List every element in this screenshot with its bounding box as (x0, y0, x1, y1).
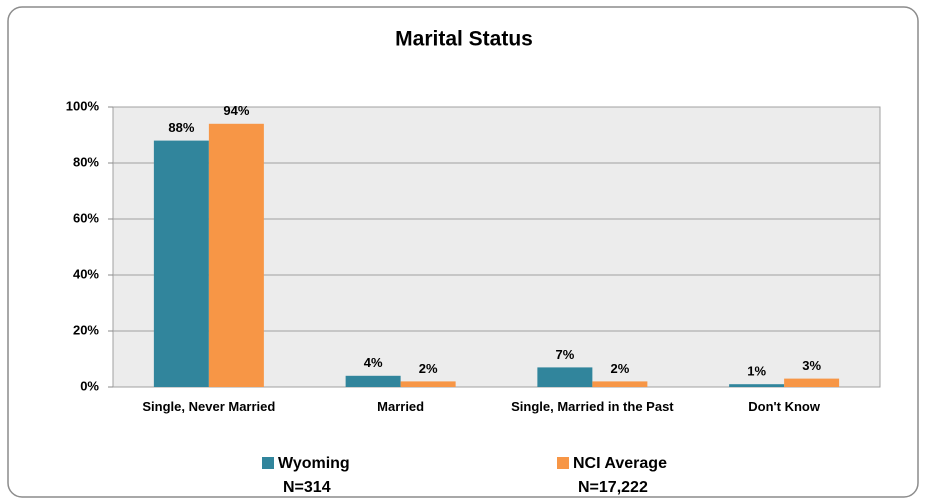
bar (400, 381, 456, 387)
bar (208, 123, 264, 388)
data-label: 2% (610, 361, 629, 376)
bar (153, 140, 209, 387)
y-tick-label: 40% (73, 266, 99, 281)
x-tick-label: Single, Married in the Past (511, 399, 674, 414)
y-tick-label: 0% (80, 378, 99, 393)
bar (592, 381, 648, 387)
x-tick-label: Married (377, 399, 425, 414)
legend-swatch (557, 457, 569, 469)
legend-label: NCI Average (573, 455, 667, 472)
bar (729, 384, 785, 387)
data-label: 7% (555, 347, 574, 362)
data-label: 88% (168, 120, 194, 135)
chart-title: Marital Status (395, 28, 533, 51)
data-label: 94% (223, 103, 249, 118)
x-tick-label: Don't Know (748, 399, 820, 414)
data-label: 3% (802, 358, 821, 373)
y-tick-label: 100% (66, 98, 100, 113)
legend-swatch (262, 457, 274, 469)
legend-note: N=314 (283, 479, 331, 496)
legend-label: Wyoming (278, 455, 350, 472)
data-label: 4% (364, 355, 383, 370)
bar (345, 375, 401, 387)
y-tick-label: 80% (73, 154, 99, 169)
bar (537, 367, 593, 387)
y-tick-label: 60% (73, 210, 99, 225)
y-tick-label: 20% (73, 322, 99, 337)
data-label: 1% (747, 364, 766, 379)
x-tick-label: Single, Never Married (142, 399, 276, 414)
legend-note: N=17,222 (578, 479, 648, 496)
data-label: 2% (419, 361, 438, 376)
bar (784, 378, 840, 387)
